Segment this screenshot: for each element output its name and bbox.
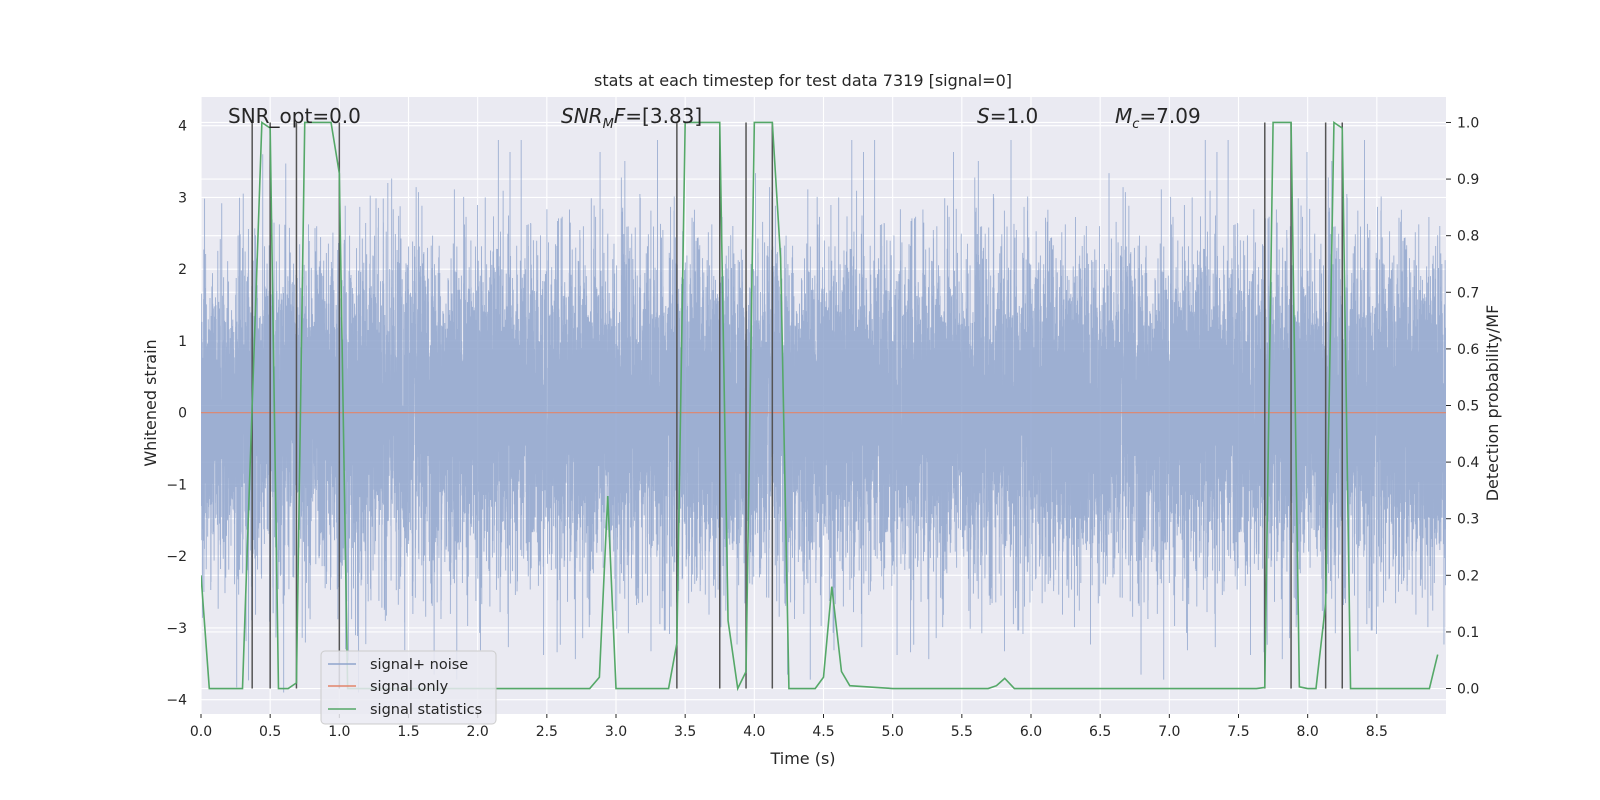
annotation-s-value: =1.0 [990, 104, 1039, 128]
y-right-tick-label: 0.2 [1457, 568, 1479, 584]
y-right-tick-label: 0.7 [1457, 285, 1479, 301]
y-left-tick-label: 3 [178, 190, 187, 206]
annotation-mc-sub: c [1132, 117, 1139, 132]
y-axis-right: 1.0 0.9 0.8 0.7 0.6 0.5 0.4 0.3 0.2 0.1 0.0 [1446, 115, 1479, 698]
x-tick-label: 1.0 [328, 724, 350, 740]
x-tick-label: 3.5 [674, 724, 696, 740]
y-axis-left-label: Whitened strain [141, 339, 160, 466]
legend-label-signal-only: signal only [370, 679, 449, 695]
x-axis: 0.0 0.5 1.0 1.5 2.0 2.5 3.0 3.5 4.0 4.5 5.0 5.5 6.0 6… [190, 714, 1388, 740]
y-axis-right-label: Detection probability/MF [1483, 305, 1502, 502]
annotation-mc: Mc=7.09 [1115, 104, 1201, 132]
annotation-snr-mf-sub: M [603, 117, 614, 132]
annotation-snr-mf-main: SNR [561, 104, 603, 128]
x-tick-label: 2.5 [536, 724, 558, 740]
y-right-tick-label: 1.0 [1457, 115, 1479, 131]
x-tick-label: 1.5 [397, 724, 419, 740]
y-left-tick-label: −1 [166, 477, 187, 493]
y-left-tick-label: 1 [178, 334, 187, 350]
x-tick-label: 0.0 [190, 724, 212, 740]
x-tick-label: 5.0 [882, 724, 904, 740]
annotation-snr-mf: SNRMF=[3.83] [561, 104, 702, 132]
chart-title: stats at each timestep for test data 731… [594, 71, 1012, 90]
y-right-tick-label: 0.9 [1457, 172, 1479, 188]
plot-content [201, 120, 1446, 693]
x-tick-label: 6.5 [1089, 724, 1111, 740]
y-right-tick-label: 0.1 [1457, 625, 1479, 641]
x-tick-label: 7.0 [1158, 724, 1180, 740]
x-tick-label: 5.5 [951, 724, 973, 740]
legend-label-signal-noise: signal+ noise [370, 657, 468, 673]
y-left-tick-label: −3 [166, 621, 187, 637]
annotation-snr-opt: SNR_opt=0.0 [228, 104, 361, 128]
annotation-snr-mf-value: =[3.83] [625, 104, 702, 128]
y-right-tick-label: 0.6 [1457, 342, 1479, 358]
y-right-tick-label: 0.3 [1457, 512, 1479, 528]
x-tick-label: 4.0 [743, 724, 765, 740]
y-right-tick-label: 0.5 [1457, 399, 1479, 415]
y-left-tick-label: −4 [166, 693, 187, 709]
signal-noise-series [201, 140, 1446, 693]
legend: signal+ noise signal only signal statist… [320, 650, 497, 725]
y-axis-left: 4 3 2 1 0 −1 −2 −3 −4 [166, 119, 187, 709]
y-right-tick-label: 0.0 [1457, 682, 1479, 698]
signal-statistics-series [201, 120, 1439, 692]
x-tick-label: 0.5 [259, 724, 281, 740]
x-tick-label: 3.0 [605, 724, 627, 740]
y-left-tick-label: 0 [178, 406, 187, 422]
y-left-tick-label: 2 [178, 262, 187, 278]
legend-box [320, 650, 497, 725]
y-left-tick-label: 4 [178, 119, 187, 135]
legend-label-signal-statistics: signal statistics [370, 702, 482, 718]
x-tick-label: 2.0 [467, 724, 489, 740]
marker-lines [251, 122, 1343, 689]
x-tick-label: 6.0 [1020, 724, 1042, 740]
x-tick-label: 4.5 [812, 724, 834, 740]
x-tick-label: 8.5 [1366, 724, 1388, 740]
y-right-tick-label: 0.4 [1457, 455, 1479, 471]
annotation-mc-value: =7.09 [1139, 104, 1200, 128]
y-right-tick-label: 0.8 [1457, 229, 1479, 245]
annotation-s-main: S [977, 104, 990, 128]
x-tick-label: 7.5 [1227, 724, 1249, 740]
x-tick-label: 8.0 [1297, 724, 1319, 740]
annotation-mc-main: M [1115, 104, 1132, 128]
annotation-s: S=1.0 [977, 104, 1038, 128]
annotation-snr-mf-tail: F [614, 104, 626, 128]
y-left-tick-label: −2 [166, 549, 187, 565]
x-axis-label: Time (s) [769, 749, 835, 768]
